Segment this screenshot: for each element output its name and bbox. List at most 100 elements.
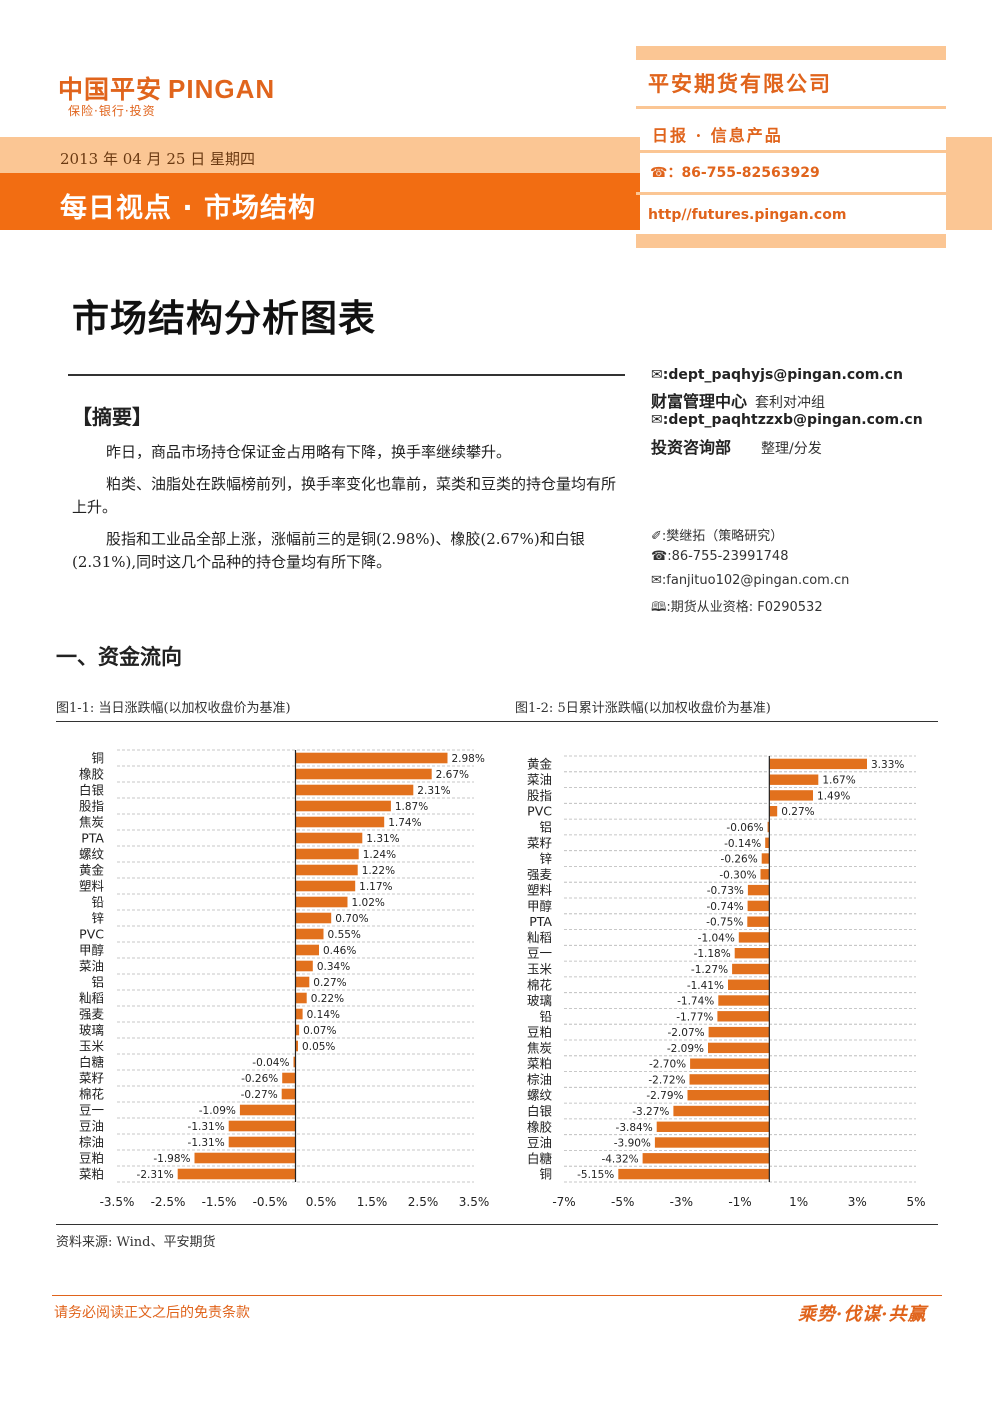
data-label: -2.72% xyxy=(648,1074,685,1086)
company-url[interactable]: http//futures.pingan.com xyxy=(648,207,847,223)
contact-email-2[interactable]: ✉:dept_paqhtzzxb@pingan.com.cn xyxy=(651,412,923,428)
tick-label: -7% xyxy=(552,1195,575,1209)
bar-强麦 xyxy=(295,1008,303,1020)
tick-label: -0.5% xyxy=(253,1195,288,1209)
bar-豆一 xyxy=(734,948,770,959)
data-label: 0.14% xyxy=(307,1009,340,1021)
bar-焦炭 xyxy=(708,1042,770,1054)
right-panel-stripe xyxy=(636,46,946,60)
tick-label: 3% xyxy=(848,1195,867,1209)
tick-label: 2.5% xyxy=(408,1195,439,1209)
summary-paragraph: 股指和工业品全部上涨，涨幅前三的是铜(2.98%)、橡胶(2.67%)和白银(2… xyxy=(72,530,585,571)
category-label: 菜籽 xyxy=(79,1071,104,1086)
data-label: -0.75% xyxy=(706,917,743,929)
bar-玻璃 xyxy=(295,1024,300,1036)
data-label: 2.98% xyxy=(451,753,484,765)
bar-玻璃 xyxy=(718,995,770,1006)
bar-铝 xyxy=(295,976,310,988)
header-title: 每日视点 · 市场结构 xyxy=(60,193,317,224)
bar-焦炭 xyxy=(295,816,385,828)
data-label: -0.73% xyxy=(707,885,744,897)
header-band-dark xyxy=(0,173,640,230)
data-label: -2.31% xyxy=(137,1169,174,1181)
category-label: 铝 xyxy=(539,820,552,835)
author-phone: ☎:86-755-23991748 xyxy=(651,549,789,564)
category-label: 铝 xyxy=(91,975,104,990)
category-label: 棉花 xyxy=(527,977,552,992)
bar-豆油 xyxy=(228,1120,296,1132)
category-label: 塑料 xyxy=(527,883,553,898)
tick-label: 5% xyxy=(906,1195,925,1209)
disclaimer-link[interactable]: 请务必阅读正文之后的免责条款 xyxy=(54,1305,250,1321)
dept-1-name: 财富管理中心 xyxy=(651,392,748,411)
category-label: 橡胶 xyxy=(79,767,104,782)
company-name: 平安期货有限公司 xyxy=(648,71,832,96)
category-label: 铜 xyxy=(539,1167,552,1182)
contact-email-1[interactable]: ✉:dept_paqhyjs@pingan.com.cn xyxy=(651,367,903,383)
bar-白糖 xyxy=(642,1153,770,1164)
chart-5day-change: 3.33% 黄金 1.67% 菜油 1.49% 股指 0.27% PVC -0.06% 铝 -0.1… xyxy=(527,755,926,1209)
data-label: -1.31% xyxy=(188,1121,225,1133)
data-label: -0.26% xyxy=(721,854,758,866)
category-label: 籼稻 xyxy=(527,930,552,945)
data-label: 1.17% xyxy=(359,881,392,893)
bar-甲醇 xyxy=(747,900,770,912)
bar-铜 xyxy=(618,1168,770,1180)
category-label: 豆油 xyxy=(79,1119,104,1134)
bar-螺纹 xyxy=(295,848,359,860)
category-label: 股指 xyxy=(527,788,552,803)
bar-强麦 xyxy=(760,869,770,880)
data-label: 0.05% xyxy=(302,1041,335,1053)
category-label: 菜油 xyxy=(527,772,552,787)
category-label: PTA xyxy=(529,914,552,929)
data-label: 1.31% xyxy=(366,833,399,845)
bar-橡胶 xyxy=(656,1121,770,1132)
bar-锌 xyxy=(295,912,332,924)
category-label: 螺纹 xyxy=(527,1088,553,1103)
summary-heading: 【摘要】 xyxy=(72,405,152,429)
bar-铜 xyxy=(295,752,448,764)
data-label: -1.41% xyxy=(687,980,724,992)
email-2-text[interactable]: ✉:dept_paqhtzzxb@pingan.com.cn xyxy=(651,412,923,428)
data-label: -1.74% xyxy=(677,996,714,1008)
figure-caption-1: 图1-1: 当日涨跌幅(以加权收盘价为基准) xyxy=(56,701,291,716)
category-label: 棕油 xyxy=(527,1072,552,1087)
category-label: 棕油 xyxy=(79,1135,104,1150)
tick-label: -5% xyxy=(611,1195,634,1209)
chart-daily-change: 2.98% 铜 2.67% 橡胶 2.31% 白银 1.87% 股指 1.74% 焦炭 1.31% P… xyxy=(79,749,490,1209)
figure-bottom-rule xyxy=(56,1224,938,1225)
data-label: 2.31% xyxy=(417,785,450,797)
bar-甲醇 xyxy=(295,944,319,956)
bar-PTA xyxy=(295,832,363,844)
category-label: PVC xyxy=(527,804,552,819)
category-label: 豆一 xyxy=(79,1103,104,1118)
bar-股指 xyxy=(295,800,391,812)
bar-菜籽 xyxy=(765,837,770,848)
category-label: 焦炭 xyxy=(79,815,104,830)
bar-菜粕 xyxy=(177,1168,296,1180)
category-label: 豆粕 xyxy=(527,1025,552,1040)
data-label: 1.49% xyxy=(817,790,850,802)
data-label: 0.22% xyxy=(311,993,344,1005)
category-label: 强麦 xyxy=(527,867,553,882)
tick-label: 3.5% xyxy=(459,1195,490,1209)
tick-label: -3.5% xyxy=(100,1195,135,1209)
category-label: 菜粕 xyxy=(527,1056,552,1071)
dept-2-sub: 整理/分发 xyxy=(761,441,822,457)
category-label: 橡胶 xyxy=(527,1119,552,1134)
report-type: 日报 · 信息产品 xyxy=(652,126,783,145)
bar-铅 xyxy=(717,1011,770,1022)
data-label: 1.02% xyxy=(352,897,385,909)
data-label: 0.27% xyxy=(781,806,814,818)
category-label: PVC xyxy=(79,927,104,942)
data-label: 2.67% xyxy=(436,769,469,781)
bar-菜油 xyxy=(295,960,313,972)
category-label: 锌 xyxy=(91,911,104,926)
dept-2-name: 投资咨询部 xyxy=(651,438,732,457)
email-1-text[interactable]: ✉:dept_paqhyjs@pingan.com.cn xyxy=(651,367,903,383)
category-label: 焦炭 xyxy=(527,1040,552,1055)
author-email[interactable]: ✉:fanjituo102@pingan.com.cn xyxy=(651,573,850,588)
data-label: 3.33% xyxy=(871,759,904,771)
data-label: -0.14% xyxy=(724,838,761,850)
title-rule xyxy=(68,374,625,376)
